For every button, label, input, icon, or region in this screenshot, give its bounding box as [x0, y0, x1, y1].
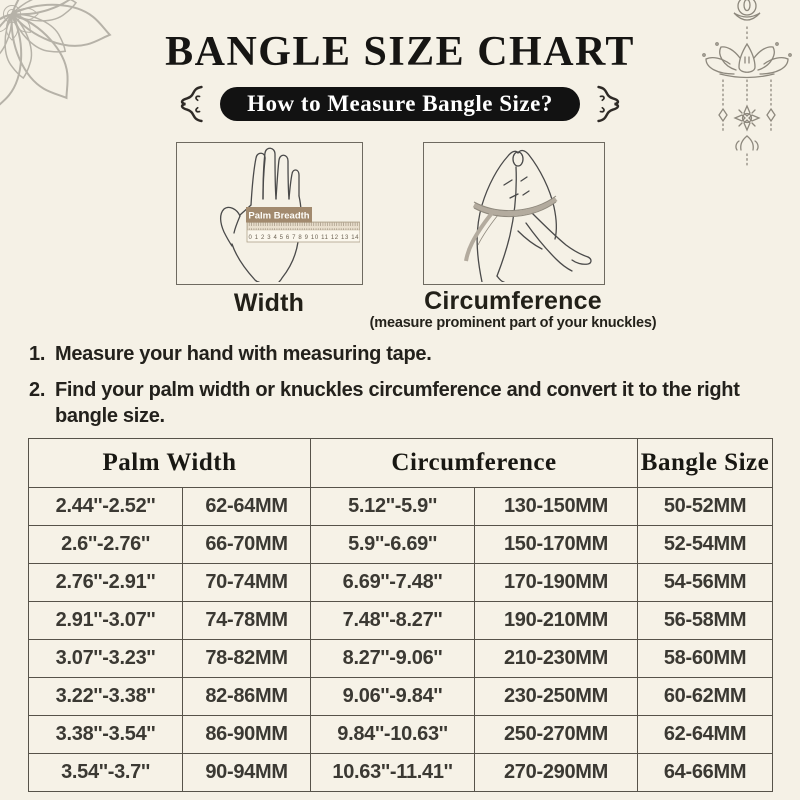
table-cell: 56-58MM — [637, 601, 774, 640]
table-header-row: Palm Width Circumference Bangle Size — [28, 438, 774, 488]
table-cell: 2.6''-2.76'' — [28, 525, 183, 564]
table-cell: 6.69''-7.48'' — [310, 563, 475, 602]
measuring-tape-drawing — [464, 195, 558, 262]
table-row: 2.6''-2.76'' 66-70MM 5.9''-6.69'' 150-17… — [28, 525, 774, 564]
table-cell: 9.84''-10.63'' — [310, 715, 475, 754]
table-cell: 230-250MM — [473, 677, 639, 716]
header-bangle-size: Bangle Size — [637, 438, 774, 488]
table-cell: 62-64MM — [637, 715, 774, 754]
clasped-hands-drawing — [476, 149, 592, 282]
size-table: Palm Width Circumference Bangle Size 2.4… — [28, 438, 774, 792]
table-cell: 3.22''-3.38'' — [28, 677, 183, 716]
table-cell: 3.38''-3.54'' — [28, 715, 183, 754]
step-text: Measure your hand with measuring tape. — [55, 343, 432, 365]
table-row: 2.91''-3.07'' 74-78MM 7.48''-8.27'' 190-… — [28, 601, 774, 640]
lotus-ornament-decoration — [702, 0, 792, 167]
table-cell: 64-66MM — [637, 753, 774, 792]
table-row: 3.22''-3.38'' 82-86MM 9.06''-9.84'' 230-… — [28, 677, 774, 716]
header-palm-width: Palm Width — [28, 438, 311, 488]
table-cell: 90-94MM — [182, 753, 311, 792]
table-row: 2.76''-2.91'' 70-74MM 6.69''-7.48'' 170-… — [28, 563, 774, 602]
table-cell: 3.54''-3.7'' — [28, 753, 183, 792]
table-cell: 78-82MM — [182, 639, 311, 678]
circumference-note: (measure prominent part of your knuckles… — [369, 315, 657, 331]
table-cell: 66-70MM — [182, 525, 311, 564]
table-cell: 54-56MM — [637, 563, 774, 602]
flourish-left-icon — [181, 85, 203, 123]
mandala-flower-decoration — [0, 0, 112, 114]
table-row: 3.07''-3.23'' 78-82MM 8.27''-9.06'' 210-… — [28, 639, 774, 678]
ruler-scale-numbers: 0 1 2 3 4 5 6 7 8 9 10 11 12 13 14 — [249, 235, 360, 241]
table-row: 3.54''-3.7'' 90-94MM 10.63''-11.41'' 270… — [28, 753, 774, 792]
ruler-label: Palm Breadth — [248, 211, 309, 222]
table-cell: 7.48''-8.27'' — [310, 601, 475, 640]
table-cell: 50-52MM — [637, 487, 774, 526]
table-cell: 82-86MM — [182, 677, 311, 716]
table-cell: 210-230MM — [473, 639, 639, 678]
table-cell: 170-190MM — [473, 563, 639, 602]
table-cell: 60-62MM — [637, 677, 774, 716]
how-to-measure-badge: How to Measure Bangle Size? — [220, 87, 580, 121]
table-cell: 270-290MM — [473, 753, 639, 792]
table-cell: 190-210MM — [473, 601, 639, 640]
width-illustration: 0 1 2 3 4 5 6 7 8 9 10 11 12 13 14 Palm … — [176, 142, 363, 285]
badge-row: How to Measure Bangle Size? — [0, 85, 800, 123]
instruction-step-1: 1. Measure your hand with measuring tape… — [29, 341, 767, 368]
table-row: 2.44''-2.52'' 62-64MM 5.12''-5.9'' 130-1… — [28, 487, 774, 526]
table-cell: 86-90MM — [182, 715, 311, 754]
table-cell: 58-60MM — [637, 639, 774, 678]
table-cell: 70-74MM — [182, 563, 311, 602]
step-number: 2. — [29, 378, 46, 401]
circumference-illustration — [423, 142, 605, 285]
width-caption: Width — [233, 289, 305, 317]
flourish-right-icon — [597, 85, 619, 123]
ruler-drawing: 0 1 2 3 4 5 6 7 8 9 10 11 12 13 14 Palm … — [246, 207, 360, 243]
header-circumference: Circumference — [309, 438, 639, 488]
table-cell: 130-150MM — [473, 487, 639, 526]
table-cell: 74-78MM — [182, 601, 311, 640]
table-cell: 62-64MM — [182, 487, 311, 526]
circumference-caption: Circumference — [424, 287, 602, 315]
instructions: 1. Measure your hand with measuring tape… — [29, 341, 767, 439]
instruction-step-2: 2. Find your palm width or knuckles circ… — [29, 377, 767, 430]
step-text: Find your palm width or knuckles circumf… — [55, 378, 740, 428]
table-cell: 5.9''-6.69'' — [310, 525, 475, 564]
table-cell: 9.06''-9.84'' — [310, 677, 475, 716]
table-cell: 8.27''-9.06'' — [310, 639, 475, 678]
table-cell: 2.44''-2.52'' — [28, 487, 183, 526]
page-title: BANGLE SIZE CHART — [165, 29, 635, 75]
table-cell: 2.76''-2.91'' — [28, 563, 183, 602]
table-cell: 5.12''-5.9'' — [310, 487, 475, 526]
table-cell: 250-270MM — [473, 715, 639, 754]
table-cell: 150-170MM — [473, 525, 639, 564]
table-cell: 52-54MM — [637, 525, 774, 564]
table-cell: 3.07''-3.23'' — [28, 639, 183, 678]
table-cell: 2.91''-3.07'' — [28, 601, 183, 640]
table-row: 3.38''-3.54'' 86-90MM 9.84''-10.63'' 250… — [28, 715, 774, 754]
step-number: 1. — [29, 343, 46, 365]
table-cell: 10.63''-11.41'' — [310, 753, 475, 792]
